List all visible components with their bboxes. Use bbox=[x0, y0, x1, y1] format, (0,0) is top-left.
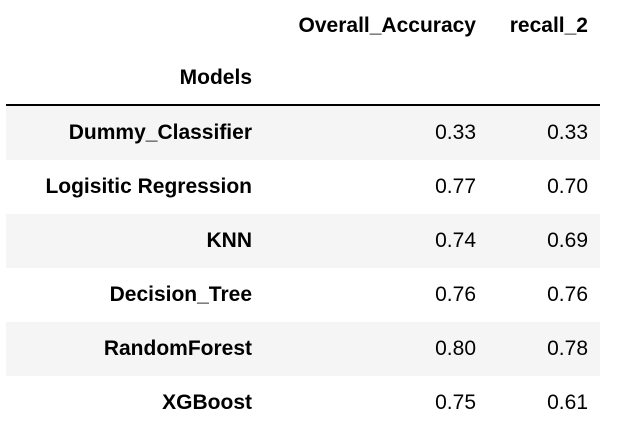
overall-accuracy-cell: 0.80 bbox=[435, 337, 476, 360]
index-name-row: Models bbox=[6, 52, 600, 106]
overall-accuracy-cell: 0.75 bbox=[435, 391, 476, 414]
table-row: RandomForest 0.80 0.78 bbox=[6, 322, 600, 376]
table-row: Logisitic Regression 0.77 0.70 bbox=[6, 160, 600, 214]
recall-2-cell: 0.70 bbox=[547, 175, 588, 198]
overall-accuracy-cell: 0.74 bbox=[435, 229, 476, 252]
overall-accuracy-cell: 0.76 bbox=[435, 283, 476, 306]
recall-2-cell: 0.69 bbox=[547, 229, 588, 252]
row-label: Logisitic Regression bbox=[45, 175, 252, 198]
table-row: Decision_Tree 0.76 0.76 bbox=[6, 268, 600, 322]
recall-2-cell: 0.76 bbox=[547, 283, 588, 306]
blank-corner-cell bbox=[6, 0, 252, 52]
index-name-header: Models bbox=[6, 52, 252, 106]
row-label: Decision_Tree bbox=[109, 283, 252, 306]
row-label: KNN bbox=[206, 229, 253, 252]
recall-2-cell: 0.78 bbox=[547, 337, 588, 360]
index-name-blank-cell bbox=[252, 52, 476, 106]
table-row: XGBoost 0.75 0.61 bbox=[6, 376, 600, 430]
overall-accuracy-cell: 0.33 bbox=[435, 121, 476, 144]
table-row: Dummy_Classifier 0.33 0.33 bbox=[6, 105, 600, 160]
row-label: XGBoost bbox=[162, 391, 252, 414]
results-dataframe: Overall_Accuracy recall_2 Models Dummy_C… bbox=[6, 0, 600, 430]
row-label: Dummy_Classifier bbox=[68, 121, 252, 144]
recall-2-cell: 0.61 bbox=[547, 391, 588, 414]
column-header-overall-accuracy: Overall_Accuracy bbox=[298, 14, 476, 37]
column-header-row: Overall_Accuracy recall_2 bbox=[6, 0, 600, 52]
index-name-blank-cell bbox=[476, 52, 600, 106]
table-header: Overall_Accuracy recall_2 Models bbox=[6, 0, 600, 106]
column-header-recall-2: recall_2 bbox=[509, 14, 588, 37]
table-row: KNN 0.74 0.69 bbox=[6, 214, 600, 268]
overall-accuracy-cell: 0.77 bbox=[435, 175, 476, 198]
table-body: Dummy_Classifier 0.33 0.33 Logisitic Reg… bbox=[6, 105, 600, 430]
row-label: RandomForest bbox=[103, 337, 252, 360]
recall-2-cell: 0.33 bbox=[547, 121, 588, 144]
